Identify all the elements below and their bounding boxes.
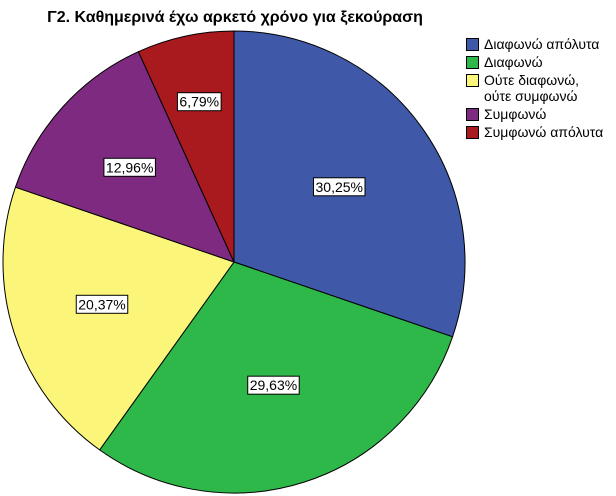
legend-swatch <box>466 126 479 139</box>
legend-label: Διαφωνώ <box>484 54 543 70</box>
legend-swatch <box>466 56 479 69</box>
legend-item: Συμφωνώ απόλυτα <box>466 124 616 140</box>
data-label-box <box>103 157 156 177</box>
data-label: 30,25% <box>316 179 363 195</box>
pie-slice <box>14 51 235 263</box>
legend-item: Ούτε διαφωνώ, ούτε συμφωνώ <box>466 72 616 104</box>
legend-swatch <box>466 74 479 87</box>
legend-label: Ούτε διαφωνώ, ούτε συμφωνώ <box>484 72 580 104</box>
data-label: 12,96% <box>106 159 153 175</box>
legend-item: Συμφωνώ <box>466 106 616 122</box>
data-label-box <box>176 92 222 112</box>
legend: Διαφωνώ απόλυτα Διαφωνώ Ούτε διαφωνώ, ούτε… <box>466 36 616 142</box>
legend-swatch <box>466 38 479 51</box>
data-label: 29,63% <box>250 377 297 393</box>
legend-item: Διαφωνώ απόλυτα <box>466 36 616 52</box>
legend-label: Συμφωνώ <box>484 106 547 122</box>
chart-title: Γ2. Καθημερινά έχω αρκετό χρόνο για ξεκο… <box>47 9 423 26</box>
pie-slice <box>2 186 235 451</box>
legend-label: Διαφωνώ απόλυτα <box>484 36 600 52</box>
legend-swatch <box>466 108 479 121</box>
data-label: 20,37% <box>78 296 125 312</box>
data-label-box <box>313 177 366 197</box>
legend-label: Συμφωνώ απόλυτα <box>484 124 604 140</box>
data-label: 6,79% <box>179 94 219 110</box>
data-label-box <box>75 294 129 314</box>
legend-item: Διαφωνώ <box>466 54 616 70</box>
data-label-box <box>247 375 300 395</box>
pie-slice <box>137 30 235 263</box>
